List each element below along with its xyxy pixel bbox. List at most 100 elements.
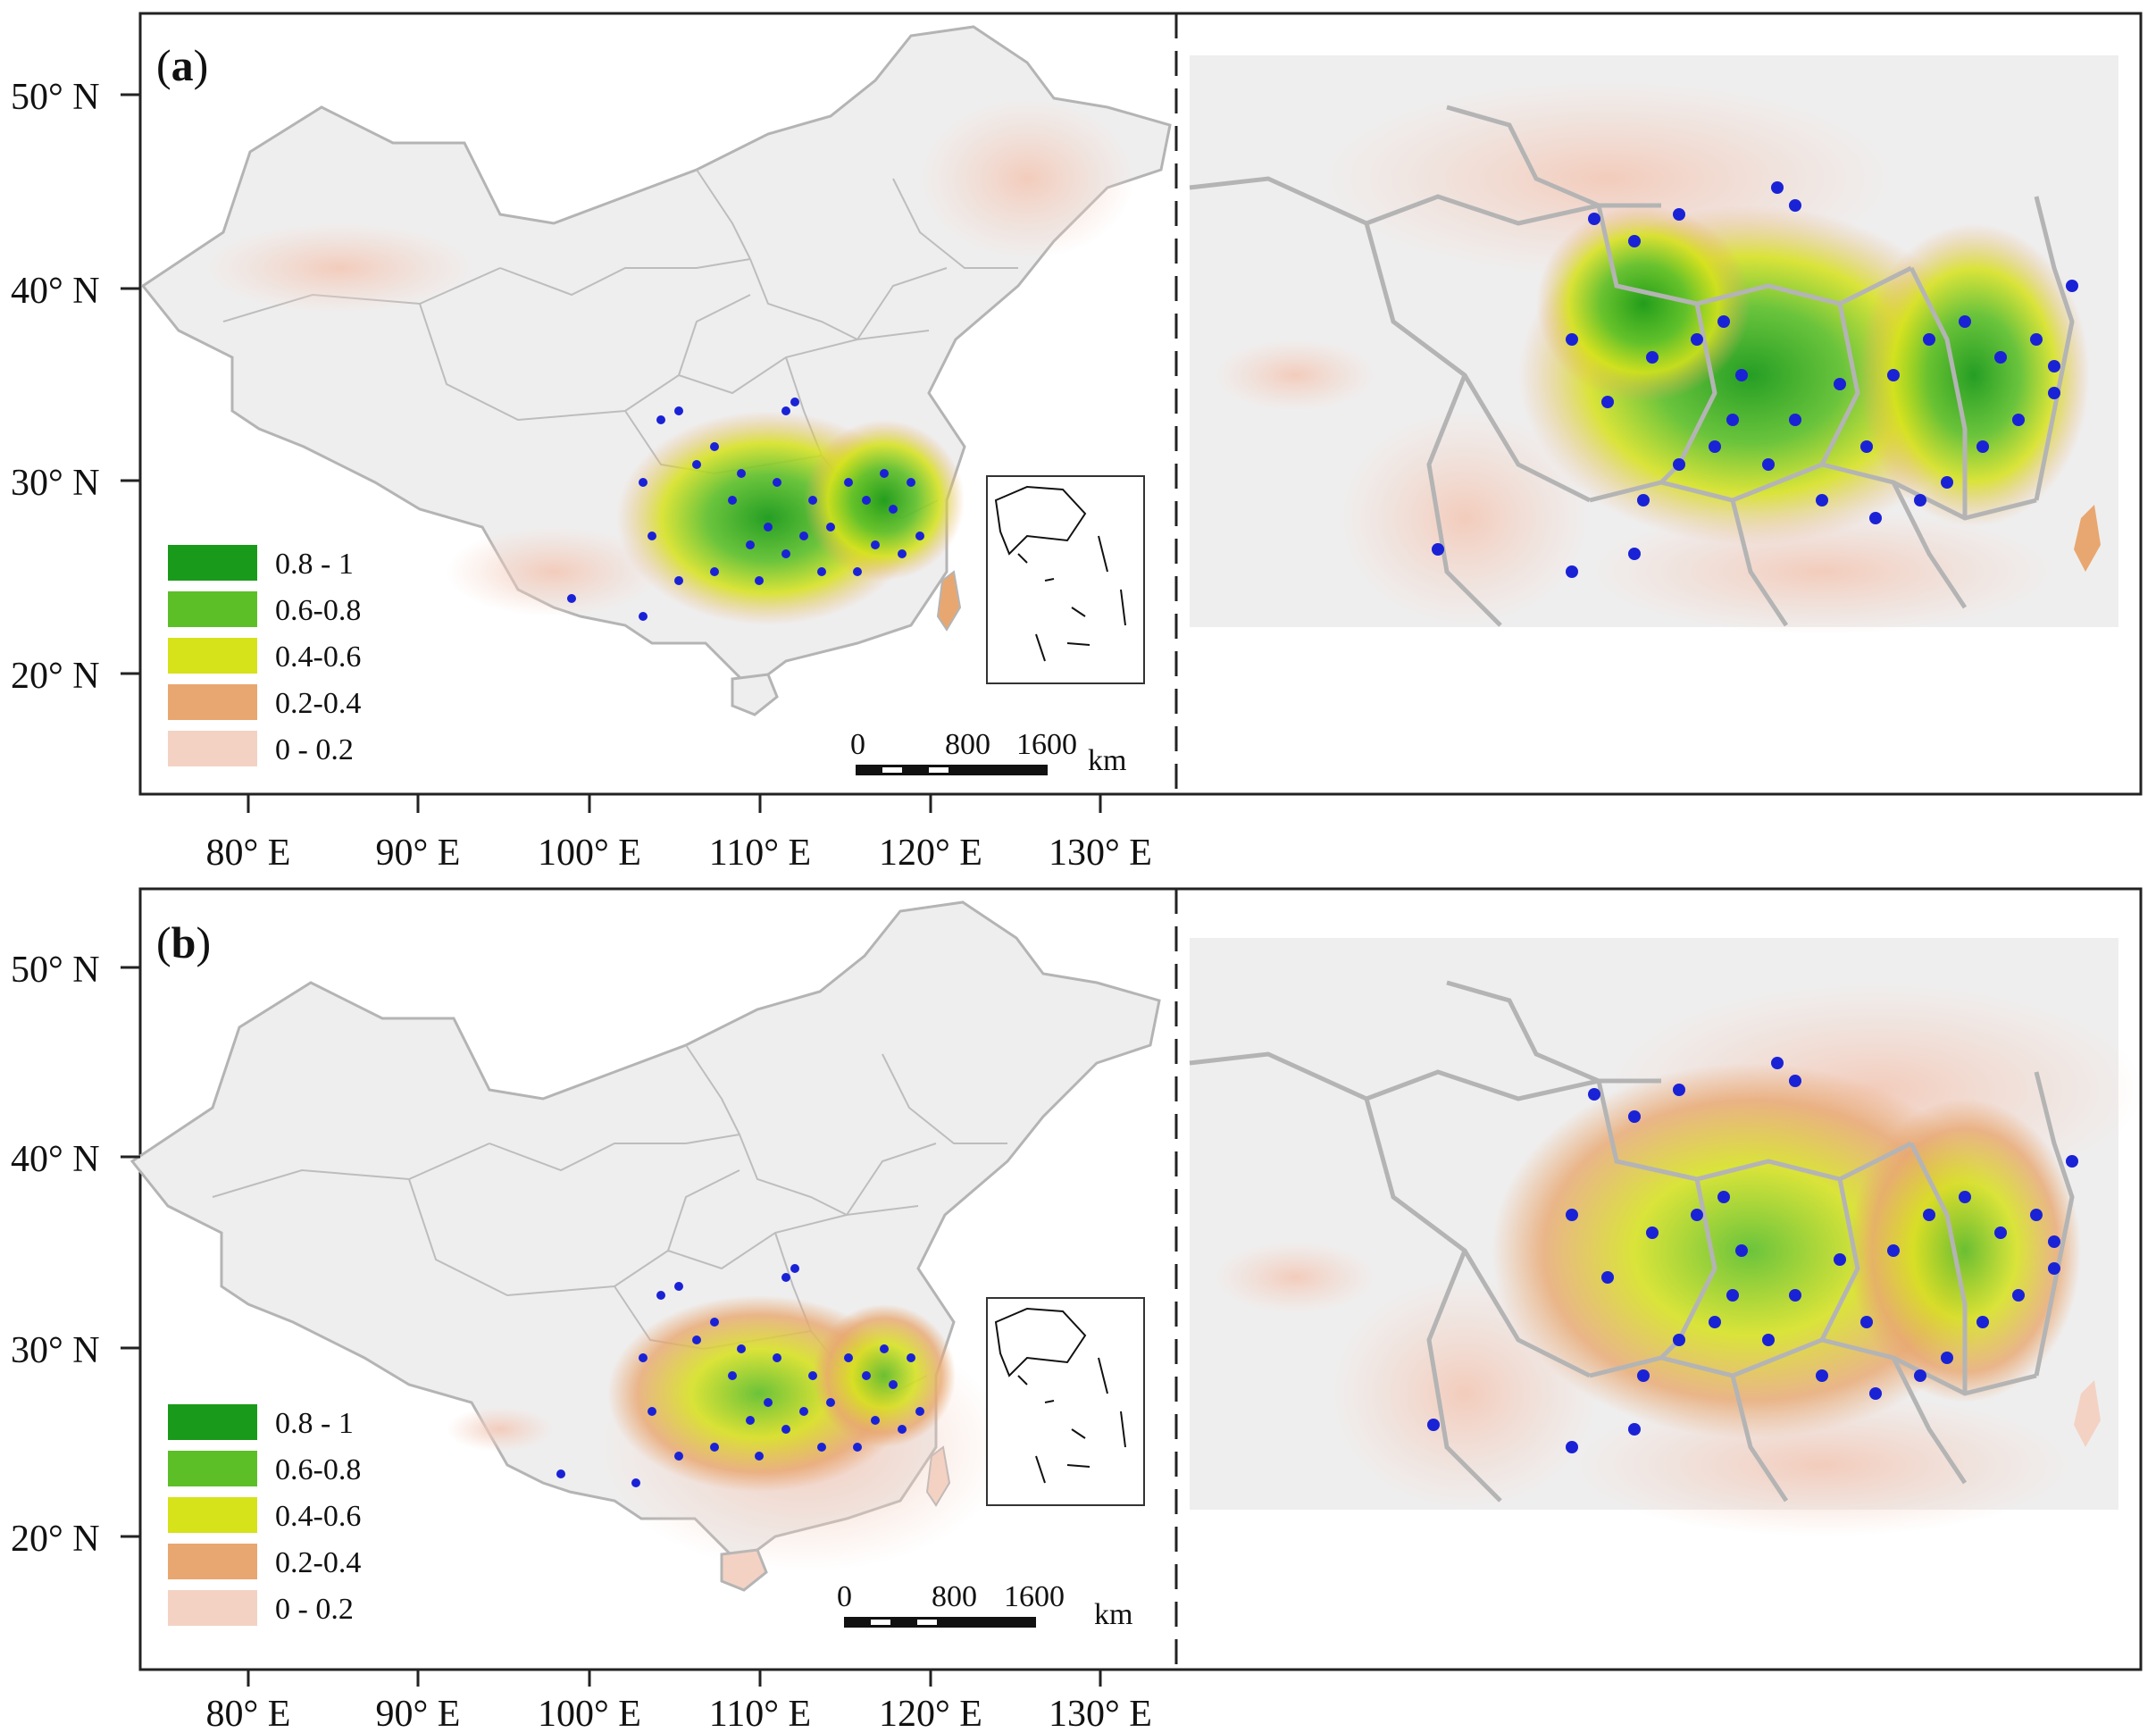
scale-bar: 0 800 1600 km <box>850 728 1126 777</box>
panel-a: 0.8 - 1 0.6-0.8 0.4-0.6 0.2-0.4 0 - 0.2 0 80… <box>11 12 2143 874</box>
latitude-label: 40° N <box>11 271 100 312</box>
legend-label: 0.8 - 1 <box>275 548 354 581</box>
panel-a-frame <box>138 12 2143 796</box>
latitude-label: 30° N <box>11 1330 100 1371</box>
legend-label: 0.8 - 1 <box>275 1407 354 1440</box>
longitude-label: 90° E <box>376 833 461 874</box>
inset-islands <box>1017 1357 1126 1484</box>
longitude-label: 100° E <box>538 1694 641 1733</box>
panel-a-zoom-map <box>1189 55 2118 634</box>
scale-bar-segment <box>871 1620 890 1625</box>
latitude-label: 20° N <box>11 1519 100 1560</box>
scale-bar-unit: km <box>1094 1598 1132 1631</box>
low-suitability-tint <box>1215 1242 1375 1313</box>
longitude-axis: 80° E 90° E 100° E 110° E 120° E 130° E <box>206 794 1152 874</box>
longitude-label: 80° E <box>206 833 291 874</box>
latitude-label: 20° N <box>11 656 100 697</box>
longitude-label: 110° E <box>709 1694 811 1733</box>
taiwan-island <box>2074 1380 2101 1447</box>
taiwan-island <box>2074 505 2101 572</box>
suitable-area <box>1858 223 2090 527</box>
legend-swatch <box>168 1497 257 1533</box>
longitude-label: 130° E <box>1049 833 1152 874</box>
legend-label: 0.6-0.8 <box>275 1453 361 1486</box>
scale-bar-tick: 1600 <box>1016 728 1077 761</box>
scale-bar-segment <box>844 1617 1036 1628</box>
taiwan-island <box>936 570 962 632</box>
hainan-island <box>731 673 779 716</box>
legend-label: 0 - 0.2 <box>275 733 354 766</box>
suitable-area <box>1849 1099 2081 1402</box>
panel-label: (b) <box>156 917 211 967</box>
legend-swatch <box>168 1544 257 1579</box>
latitude-label: 50° N <box>11 950 100 991</box>
occurrence-points <box>556 1264 924 1487</box>
suitable-area <box>813 1304 956 1447</box>
latitude-label: 50° N <box>11 77 100 118</box>
latitude-label: 40° N <box>11 1139 100 1180</box>
low-suitability-tint <box>1215 339 1375 411</box>
panel-b-frame <box>138 887 2143 1671</box>
latitude-label: 30° N <box>11 463 100 504</box>
longitude-label: 80° E <box>206 1694 291 1733</box>
legend-swatch <box>168 638 257 674</box>
longitude-label: 120° E <box>879 833 982 874</box>
legend: 0.8 - 1 0.6-0.8 0.4-0.6 0.2-0.4 0 - 0.2 <box>168 545 361 766</box>
scale-bar-segment <box>917 1620 937 1625</box>
occurrence-points <box>1432 181 2078 578</box>
panel-label: (a) <box>156 40 208 90</box>
inset-coastline <box>994 1307 1087 1377</box>
longitude-label: 90° E <box>376 1694 461 1733</box>
inset-coastline <box>994 485 1087 556</box>
scale-bar-tick: 0 <box>837 1580 852 1613</box>
scale-bar-tick: 800 <box>932 1580 977 1613</box>
legend-label: 0.4-0.6 <box>275 1500 361 1533</box>
legend: 0.8 - 1 0.6-0.8 0.4-0.6 0.2-0.4 0 - 0.2 <box>168 1404 361 1626</box>
scale-bar-tick: 0 <box>850 728 865 761</box>
legend-swatch <box>168 1590 257 1626</box>
legend-swatch <box>168 684 257 720</box>
south-china-sea-inset <box>986 1297 1145 1506</box>
province-boundaries <box>212 1044 1007 1395</box>
latitude-axis: 50° N 40° N 30° N 20° N <box>11 950 140 1560</box>
legend-label: 0.4-0.6 <box>275 640 361 674</box>
low-suitability-tint <box>447 527 661 616</box>
scale-bar-segment <box>929 767 948 773</box>
occurrence-points <box>567 398 924 621</box>
low-suitability-tint <box>205 223 473 313</box>
legend-label: 0.2-0.4 <box>275 687 361 720</box>
legend-label: 0 - 0.2 <box>275 1593 354 1626</box>
south-china-sea-inset <box>986 475 1145 684</box>
legend-label: 0.2-0.4 <box>275 1546 361 1579</box>
longitude-label: 100° E <box>538 833 641 874</box>
legend-label: 0.6-0.8 <box>275 594 361 627</box>
scale-bar-segment <box>882 767 902 773</box>
legend-swatch <box>168 591 257 627</box>
panel-b-overview-map <box>130 900 1161 1592</box>
suitable-area <box>804 420 965 581</box>
longitude-label: 130° E <box>1049 1694 1152 1733</box>
legend-swatch <box>168 545 257 581</box>
scale-bar: 0 800 1600 km <box>837 1580 1132 1631</box>
panel-b-zoom-map <box>1189 938 2143 1536</box>
longitude-axis: 80° E 90° E 100° E 110° E 120° E 130° E <box>206 1670 1152 1733</box>
occurrence-points <box>1427 1057 2078 1453</box>
legend-swatch <box>168 1451 257 1486</box>
scale-bar-tick: 1600 <box>1004 1580 1065 1613</box>
panel-b: 0.8 - 1 0.6-0.8 0.4-0.6 0.2-0.4 0 - 0.2 0 80… <box>11 887 2143 1733</box>
province-boundaries <box>1189 105 2075 627</box>
low-suitability-tint <box>447 1407 554 1452</box>
legend-swatch <box>168 731 257 766</box>
longitude-label: 110° E <box>709 833 811 874</box>
scale-bar-tick: 800 <box>945 728 990 761</box>
scale-bar-unit: km <box>1088 744 1126 777</box>
legend-swatch <box>168 1404 257 1440</box>
panel-a-overview-map <box>140 25 1172 716</box>
scale-bar-segment <box>856 765 1048 775</box>
suitable-area <box>1536 205 1751 402</box>
low-suitability-tint <box>1340 411 1590 625</box>
low-suitability-tint <box>920 98 1134 259</box>
province-boundaries <box>1189 980 2075 1503</box>
longitude-label: 120° E <box>879 1694 982 1733</box>
